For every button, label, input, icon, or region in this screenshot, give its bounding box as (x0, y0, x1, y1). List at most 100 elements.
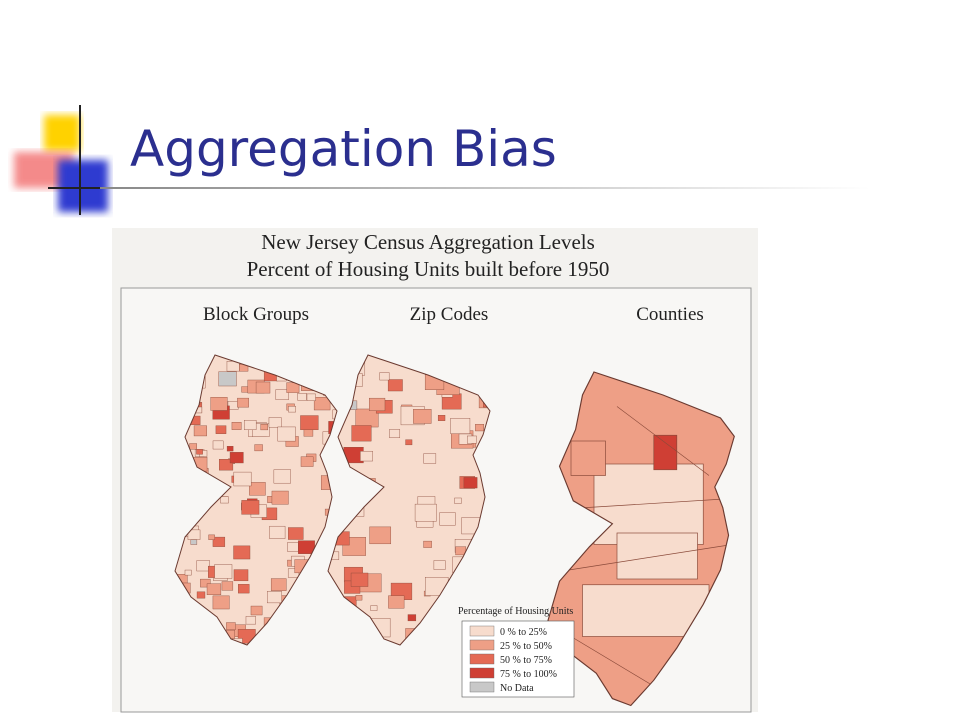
region (270, 578, 287, 591)
region (271, 490, 289, 505)
region (219, 459, 234, 471)
region (190, 539, 198, 545)
region (212, 440, 224, 450)
region (244, 420, 257, 430)
region (196, 591, 206, 599)
region (273, 469, 291, 484)
legend-swatch (469, 681, 495, 693)
region (215, 425, 227, 434)
title-rule (100, 187, 870, 189)
region (389, 429, 401, 438)
region (200, 578, 211, 588)
region (297, 393, 307, 401)
legend-label: 25 % to 50% (500, 641, 552, 652)
region (269, 525, 286, 539)
panel-label: Block Groups (203, 304, 309, 325)
county (570, 440, 606, 476)
region (233, 471, 252, 487)
logo (14, 105, 120, 215)
figure-subtitle: Percent of Housing Units built before 19… (247, 257, 610, 281)
region (306, 393, 316, 401)
legend-swatch (469, 653, 495, 665)
region (454, 497, 462, 504)
legend-label: 50 % to 75% (500, 655, 552, 666)
region (277, 426, 296, 442)
legend: Percentage of Housing Units 0 % to 25% 25 … (458, 606, 575, 698)
region (463, 477, 478, 489)
region (237, 397, 249, 408)
region (233, 569, 249, 582)
region (388, 595, 405, 609)
region (423, 453, 437, 464)
region (196, 560, 210, 572)
region (231, 422, 242, 430)
region (208, 534, 215, 540)
region (260, 424, 269, 431)
region (407, 614, 417, 622)
legend-swatch (469, 667, 495, 679)
region (193, 425, 207, 437)
region (379, 372, 390, 381)
slide-title: Aggregation Bias (130, 120, 557, 178)
region (300, 456, 314, 467)
region (450, 418, 471, 434)
county-border (548, 544, 733, 574)
region (313, 397, 331, 411)
region (413, 409, 432, 424)
region (226, 622, 236, 630)
region (196, 449, 203, 455)
county (593, 463, 704, 545)
region (206, 583, 222, 596)
region (437, 415, 446, 421)
region (405, 439, 413, 446)
region (214, 564, 233, 579)
region (218, 371, 237, 387)
region (221, 581, 234, 591)
region (288, 527, 304, 540)
figure-title: New Jersey Census Aggregation Levels (261, 230, 595, 254)
region (267, 591, 282, 604)
region (370, 605, 378, 611)
panel-label: Zip Codes (410, 304, 489, 325)
legend-swatch (469, 639, 495, 651)
region (184, 569, 192, 576)
region (268, 417, 282, 428)
region (475, 424, 484, 432)
region (355, 595, 363, 601)
panel-label: Counties (636, 304, 704, 325)
region (210, 397, 228, 411)
regions (548, 406, 733, 706)
region (255, 381, 271, 394)
legend-title: Percentage of Housing Units (458, 606, 573, 617)
region (350, 572, 369, 587)
region (355, 408, 379, 428)
state-map (547, 371, 735, 707)
region (414, 503, 437, 522)
region (467, 435, 477, 444)
region (287, 568, 300, 578)
region (287, 542, 299, 552)
legend-label: No Data (500, 683, 534, 694)
region (360, 450, 373, 462)
region (238, 584, 250, 594)
region (189, 443, 197, 450)
region (369, 397, 386, 411)
region (300, 415, 319, 431)
region (439, 512, 456, 526)
legend-label: 0 % to 25% (500, 627, 547, 638)
county (582, 584, 710, 637)
region (226, 446, 234, 452)
region (233, 545, 251, 560)
county-border (616, 406, 710, 476)
region (245, 616, 256, 625)
region (212, 536, 226, 547)
region (241, 500, 260, 515)
region (369, 526, 392, 545)
county (653, 434, 678, 471)
region (229, 452, 244, 464)
region (212, 595, 230, 610)
region (433, 560, 446, 570)
legend-label: 75 % to 100% (500, 669, 557, 680)
region (332, 409, 337, 420)
